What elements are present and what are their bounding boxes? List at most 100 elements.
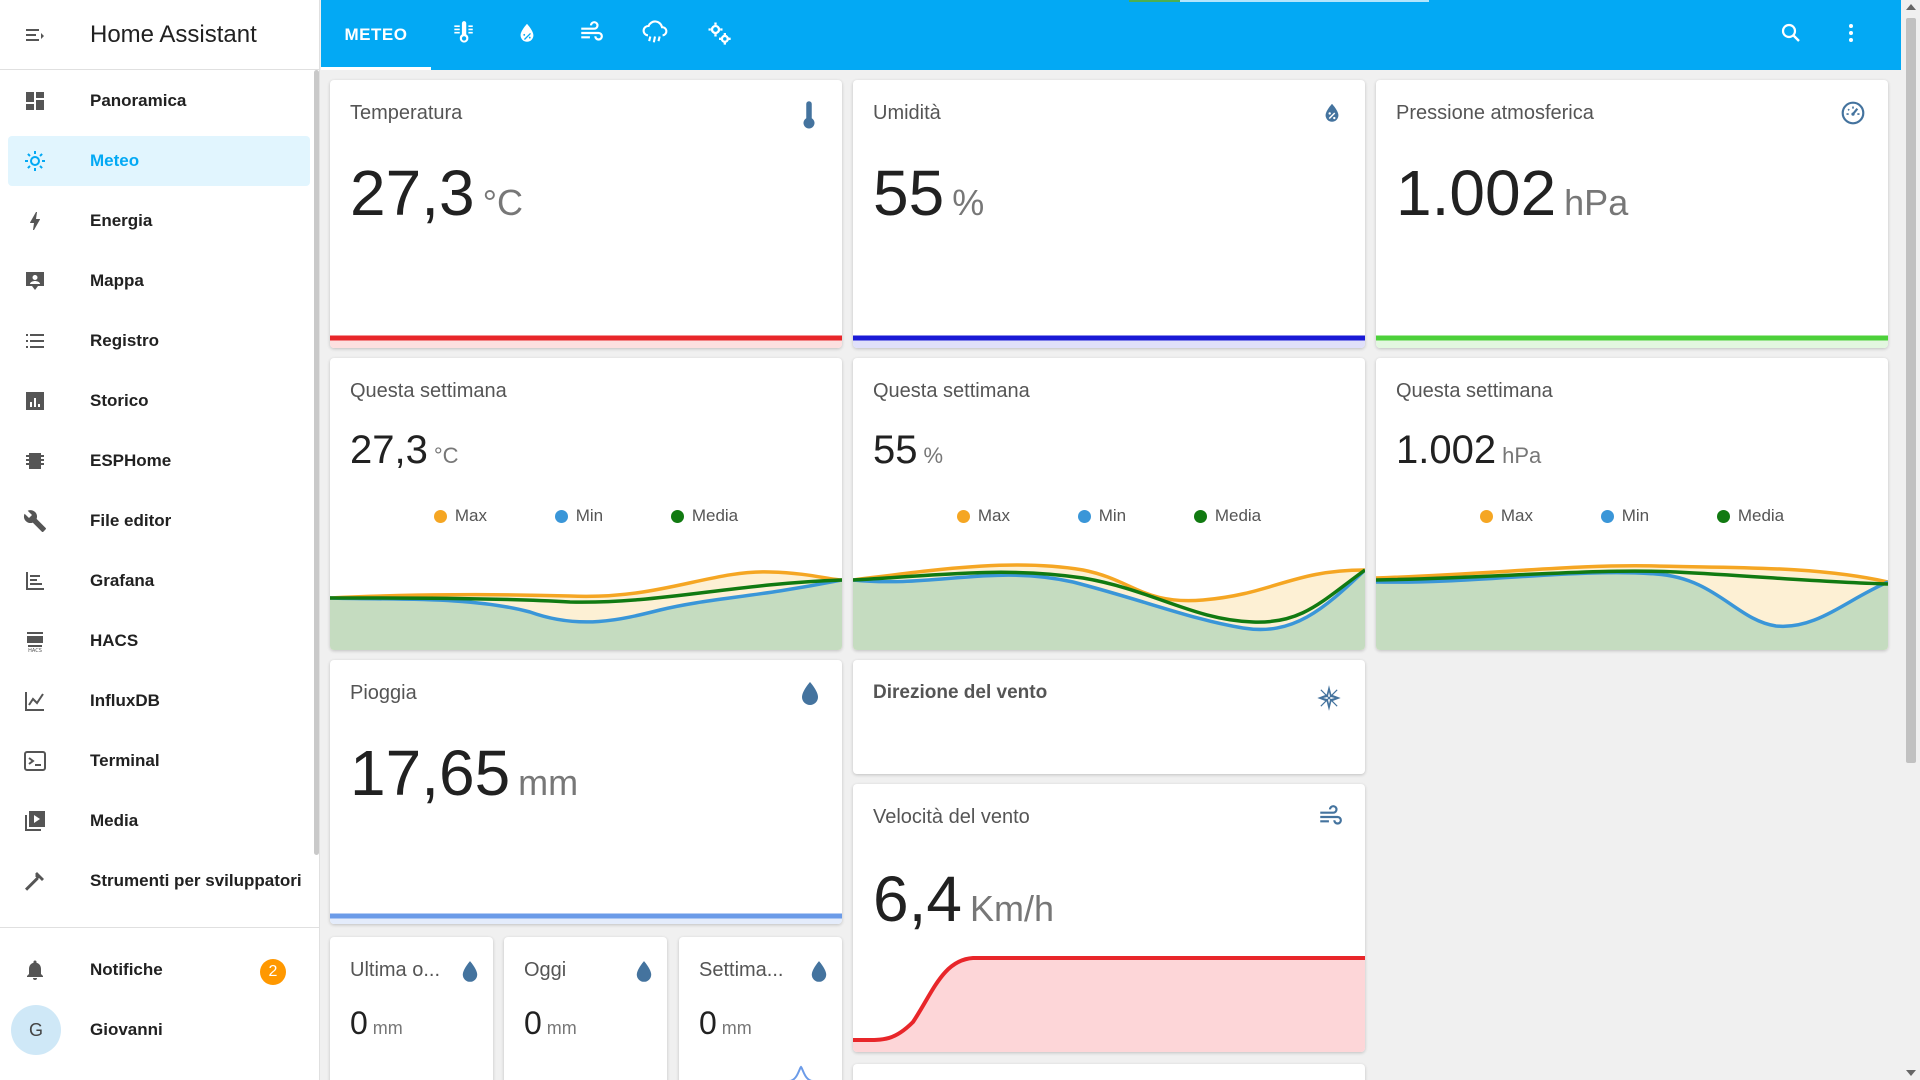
sidebar-item-influxdb[interactable]: InfluxDB <box>8 676 310 726</box>
value-number: 27,3 <box>350 157 475 229</box>
scroll-down-arrow[interactable] <box>1906 1070 1916 1076</box>
lightning-icon <box>8 209 62 233</box>
card-title: Pioggia <box>350 682 417 704</box>
sidebar-item-energia[interactable]: Energia <box>8 196 310 246</box>
water-drop-icon <box>461 959 479 988</box>
legend-label: Max <box>1500 506 1533 525</box>
terminal-icon <box>8 749 62 773</box>
sidebar-item-storico[interactable]: Storico <box>8 376 310 426</box>
week-humidity-card[interactable]: Questa settimana 55 % Max Min Media <box>853 358 1365 650</box>
value-unit: mm <box>546 1018 577 1038</box>
search-button[interactable] <box>1761 0 1821 70</box>
sidebar-item-user[interactable]: G Giovanni <box>8 1005 310 1055</box>
legend-min[interactable]: Min <box>1077 506 1126 526</box>
dashboard-icon <box>8 89 62 113</box>
legend-dot <box>956 509 970 523</box>
tab-wind[interactable] <box>559 0 623 70</box>
scroll-up-arrow[interactable] <box>1906 4 1916 10</box>
rain-week-value: 0 mm <box>699 1005 752 1042</box>
loading-progress-bar <box>1129 0 1429 2</box>
sidebar-item-mappa[interactable]: Mappa <box>8 256 310 306</box>
sidebar-item-label: Media <box>90 811 139 830</box>
card-title: Settima... <box>699 959 784 981</box>
pressure-value: 1.002 hPa <box>1396 156 1628 230</box>
legend-max[interactable]: Max <box>1479 506 1533 526</box>
sidebar-item-file-editor[interactable]: File editor <box>8 496 310 546</box>
legend-max[interactable]: Max <box>433 506 487 526</box>
rain-last-card[interactable]: Ultima o... 0 mm <box>330 937 493 1080</box>
avatar: G <box>11 1005 61 1055</box>
wind-speed-value: 6,4 Km/h <box>873 862 1054 936</box>
wind-icon <box>578 20 604 51</box>
value-number: 0 <box>699 1005 717 1041</box>
legend-min[interactable]: Min <box>554 506 604 526</box>
sidebar-bottom: Notifiche 2 G Giovanni <box>0 945 320 1065</box>
legend-max[interactable]: Max <box>956 506 1010 526</box>
hacs-icon: HACS <box>8 629 62 653</box>
sidebar-header: Home Assistant <box>0 0 319 70</box>
tab-rain[interactable] <box>623 0 687 70</box>
legend-dot <box>554 509 568 523</box>
temperature-card[interactable]: Temperatura 27,3 °C <box>330 80 842 348</box>
tab-settings[interactable] <box>687 0 751 70</box>
sidebar-item-hacs[interactable]: HACS HACS <box>8 616 310 666</box>
legend-dot <box>433 509 447 523</box>
wind-direction-card[interactable]: Direzione del vento <box>853 660 1365 774</box>
bell-icon <box>8 958 62 982</box>
value-unit: mm <box>518 762 579 803</box>
gauge-icon <box>1840 100 1866 131</box>
grafana-icon <box>8 569 62 593</box>
weather-pouring-icon <box>641 19 669 52</box>
value-number: 17,65 <box>350 737 511 809</box>
rain-today-value: 0 mm <box>524 1005 577 1042</box>
value-number: 1.002 <box>1396 428 1497 472</box>
sidebar-item-terminal[interactable]: Terminal <box>8 736 310 786</box>
loading-progress-fill <box>1129 0 1180 2</box>
tab-humidity[interactable] <box>495 0 559 70</box>
wind-icon <box>1317 804 1343 835</box>
legend-media[interactable]: Media <box>1716 506 1784 526</box>
tab-temperature[interactable] <box>431 0 495 70</box>
scroll-thumb[interactable] <box>1906 18 1916 763</box>
value-unit: mm <box>372 1018 403 1038</box>
sidebar-item-panoramica[interactable]: Panoramica <box>8 76 310 126</box>
legend-media[interactable]: Media <box>1193 506 1261 526</box>
water-drop-icon <box>810 959 828 988</box>
sidebar-nav: Panoramica Meteo Energia Mappa Registro … <box>0 70 319 906</box>
sidebar-item-label: HACS <box>90 631 139 650</box>
water-drop-icon <box>800 680 820 711</box>
week-pressure-card[interactable]: Questa settimana 1.002 hPa Max Min Media <box>1376 358 1888 650</box>
sidebar-item-strumenti[interactable]: Strumenti per sviluppatori <box>8 856 310 906</box>
next-card-partial[interactable] <box>853 1064 1365 1080</box>
sidebar-item-meteo[interactable]: Meteo <box>8 136 310 186</box>
legend-min[interactable]: Min <box>1600 506 1649 526</box>
legend-media[interactable]: Media <box>670 506 738 526</box>
temperature-sparkline <box>330 335 842 348</box>
rain-card[interactable]: Pioggia 17,65 mm <box>330 660 842 924</box>
page-scrollbar[interactable] <box>1902 0 1920 1080</box>
hammer-icon <box>8 869 62 893</box>
rain-week-card[interactable]: Settima... 0 mm <box>679 937 842 1080</box>
sidebar-item-grafana[interactable]: Grafana <box>8 556 310 606</box>
sidebar-item-label: File editor <box>90 511 172 530</box>
sidebar-item-esphome[interactable]: ESPHome <box>8 436 310 486</box>
more-menu-button[interactable] <box>1821 0 1881 70</box>
value-unit: Km/h <box>969 888 1054 929</box>
rain-today-card[interactable]: Oggi 0 mm <box>504 937 667 1080</box>
pressure-card[interactable]: Pressione atmosferica 1.002 hPa <box>1376 80 1888 348</box>
sidebar-item-registro[interactable]: Registro <box>8 316 310 366</box>
humidity-card[interactable]: Umidità 55 % <box>853 80 1365 348</box>
sidebar: Home Assistant Panoramica Meteo Energia … <box>0 0 320 1080</box>
menu-icon[interactable] <box>0 0 70 70</box>
wind-speed-card[interactable]: Velocità del vento 6,4 Km/h <box>853 784 1365 1052</box>
sidebar-scrollbar[interactable] <box>314 70 319 855</box>
sidebar-item-media[interactable]: Media <box>8 796 310 846</box>
legend-label: Min <box>575 506 604 525</box>
week-temperature-card[interactable]: Questa settimana 27,3 °C Max Min Media <box>330 358 842 650</box>
rain-value: 17,65 mm <box>350 736 578 810</box>
logbook-icon <box>8 329 62 353</box>
legend-dot <box>1479 509 1493 523</box>
tab-meteo[interactable]: METEO <box>321 0 431 70</box>
sidebar-item-label: Giovanni <box>90 1020 163 1039</box>
sidebar-item-notifiche[interactable]: Notifiche 2 <box>8 945 310 995</box>
